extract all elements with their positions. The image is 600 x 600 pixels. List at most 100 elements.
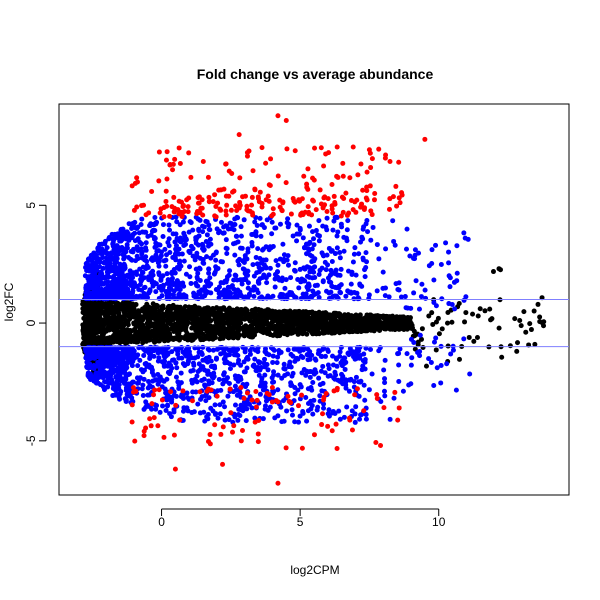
data-point	[323, 310, 329, 316]
data-point	[111, 336, 117, 342]
data-point	[452, 306, 458, 312]
data-point	[124, 391, 130, 397]
data-point	[261, 225, 267, 231]
data-point	[253, 368, 259, 374]
data-point	[84, 353, 90, 359]
data-point	[412, 247, 418, 253]
data-point	[382, 380, 388, 386]
data-point	[415, 342, 421, 348]
data-point	[213, 286, 219, 292]
data-point	[238, 362, 244, 368]
data-point	[324, 209, 330, 215]
data-point	[344, 212, 350, 218]
data-point	[164, 403, 170, 409]
data-point	[345, 288, 351, 294]
data-point	[165, 363, 171, 369]
data-point	[84, 336, 90, 342]
data-point	[120, 362, 126, 368]
data-point	[177, 324, 183, 330]
data-point	[307, 269, 313, 275]
data-point	[127, 331, 133, 337]
data-point	[133, 269, 139, 275]
data-point	[281, 317, 287, 323]
data-point	[445, 320, 450, 326]
data-point	[184, 390, 190, 396]
data-point	[270, 353, 276, 359]
data-point	[165, 277, 171, 283]
data-point	[174, 365, 180, 371]
data-point	[81, 330, 87, 336]
data-point	[154, 302, 160, 308]
data-point	[257, 328, 263, 334]
data-point	[252, 307, 258, 313]
data-point	[153, 406, 159, 412]
data-point	[114, 391, 120, 397]
data-point	[181, 242, 187, 248]
data-point	[329, 258, 335, 264]
data-point	[320, 252, 326, 258]
data-point	[123, 376, 129, 382]
data-point	[462, 319, 468, 325]
data-point	[313, 228, 319, 234]
data-point	[168, 315, 174, 321]
data-point	[438, 262, 444, 267]
data-point	[161, 363, 167, 369]
data-point	[113, 329, 119, 335]
data-point	[180, 408, 186, 414]
data-point	[133, 258, 139, 264]
data-point	[257, 322, 263, 328]
data-point	[104, 245, 110, 251]
data-point	[217, 316, 223, 322]
data-point	[117, 396, 123, 402]
data-point	[306, 248, 312, 254]
data-point	[217, 411, 223, 417]
data-point	[420, 344, 426, 350]
data-point	[210, 347, 216, 353]
data-point	[163, 323, 169, 329]
data-point	[315, 404, 321, 410]
data-point	[304, 285, 310, 291]
data-point	[259, 375, 265, 381]
data-point	[294, 231, 300, 237]
data-point	[292, 391, 298, 397]
data-point	[219, 344, 225, 350]
data-point	[91, 363, 97, 369]
data-point	[252, 356, 258, 362]
data-point	[228, 332, 234, 338]
data-point	[262, 356, 268, 362]
data-point	[221, 230, 227, 236]
data-point	[142, 257, 148, 263]
data-point	[162, 354, 168, 360]
data-point	[475, 313, 481, 319]
data-point	[99, 251, 105, 257]
data-point	[307, 374, 313, 380]
data-point	[325, 362, 331, 368]
data-point	[126, 372, 132, 378]
data-point	[156, 263, 162, 269]
data-point	[251, 293, 257, 299]
data-point	[281, 308, 287, 314]
data-point	[309, 403, 315, 409]
series-red-points	[129, 113, 428, 486]
data-point	[164, 296, 170, 302]
data-point	[101, 364, 107, 370]
data-point	[357, 416, 363, 422]
data-point	[366, 292, 372, 298]
data-point	[193, 235, 199, 241]
data-point	[86, 279, 92, 285]
data-point	[115, 269, 121, 275]
data-point	[172, 239, 178, 245]
data-point	[106, 274, 112, 280]
data-point	[123, 301, 129, 307]
data-point	[207, 236, 213, 242]
data-point	[223, 245, 229, 251]
data-point	[397, 346, 403, 352]
data-point	[374, 288, 380, 294]
data-point	[438, 363, 444, 369]
data-point	[203, 398, 209, 404]
data-point	[110, 240, 116, 246]
data-point	[81, 303, 87, 309]
data-point	[99, 286, 105, 292]
data-point	[426, 263, 432, 269]
data-point	[116, 369, 122, 375]
